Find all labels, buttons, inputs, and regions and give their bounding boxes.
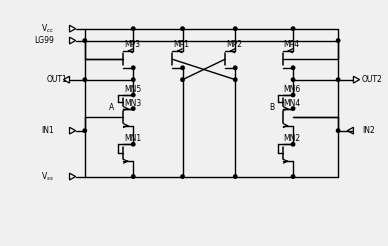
Circle shape xyxy=(234,175,237,178)
Text: MN6: MN6 xyxy=(284,85,301,94)
Circle shape xyxy=(132,66,135,69)
Circle shape xyxy=(234,66,237,69)
Circle shape xyxy=(234,27,237,30)
Circle shape xyxy=(132,107,135,110)
Text: MN4: MN4 xyxy=(284,99,301,108)
Circle shape xyxy=(83,39,87,42)
Text: MN2: MN2 xyxy=(284,134,301,143)
Circle shape xyxy=(291,93,295,97)
Circle shape xyxy=(291,142,295,146)
Circle shape xyxy=(336,129,340,132)
Circle shape xyxy=(132,93,135,97)
Text: MP4: MP4 xyxy=(284,40,300,49)
Circle shape xyxy=(132,78,135,81)
Text: IN1: IN1 xyxy=(42,126,54,135)
Circle shape xyxy=(291,66,295,69)
Circle shape xyxy=(336,39,340,42)
Text: V$_{ss}$: V$_{ss}$ xyxy=(42,170,54,183)
Text: MN5: MN5 xyxy=(124,85,141,94)
Text: OUT2: OUT2 xyxy=(362,75,383,84)
Circle shape xyxy=(291,27,295,30)
Text: MN3: MN3 xyxy=(124,99,141,108)
Text: A: A xyxy=(109,103,114,112)
Text: V$_{cc}$: V$_{cc}$ xyxy=(41,22,54,35)
Circle shape xyxy=(181,66,184,69)
Circle shape xyxy=(181,78,184,81)
Circle shape xyxy=(291,107,295,110)
Circle shape xyxy=(181,175,184,178)
Circle shape xyxy=(234,78,237,81)
Circle shape xyxy=(336,78,340,81)
Text: MP2: MP2 xyxy=(226,40,242,49)
Circle shape xyxy=(132,175,135,178)
Text: B: B xyxy=(269,103,274,112)
Text: MP1: MP1 xyxy=(173,40,189,49)
Circle shape xyxy=(132,27,135,30)
Text: LG99: LG99 xyxy=(34,36,54,45)
Text: OUT1: OUT1 xyxy=(47,75,68,84)
Text: IN2: IN2 xyxy=(362,126,375,135)
Text: MP3: MP3 xyxy=(124,40,140,49)
Circle shape xyxy=(83,78,87,81)
Circle shape xyxy=(181,27,184,30)
Text: MN1: MN1 xyxy=(124,134,141,143)
Circle shape xyxy=(83,129,87,132)
Circle shape xyxy=(291,78,295,81)
Circle shape xyxy=(132,142,135,146)
Circle shape xyxy=(291,175,295,178)
